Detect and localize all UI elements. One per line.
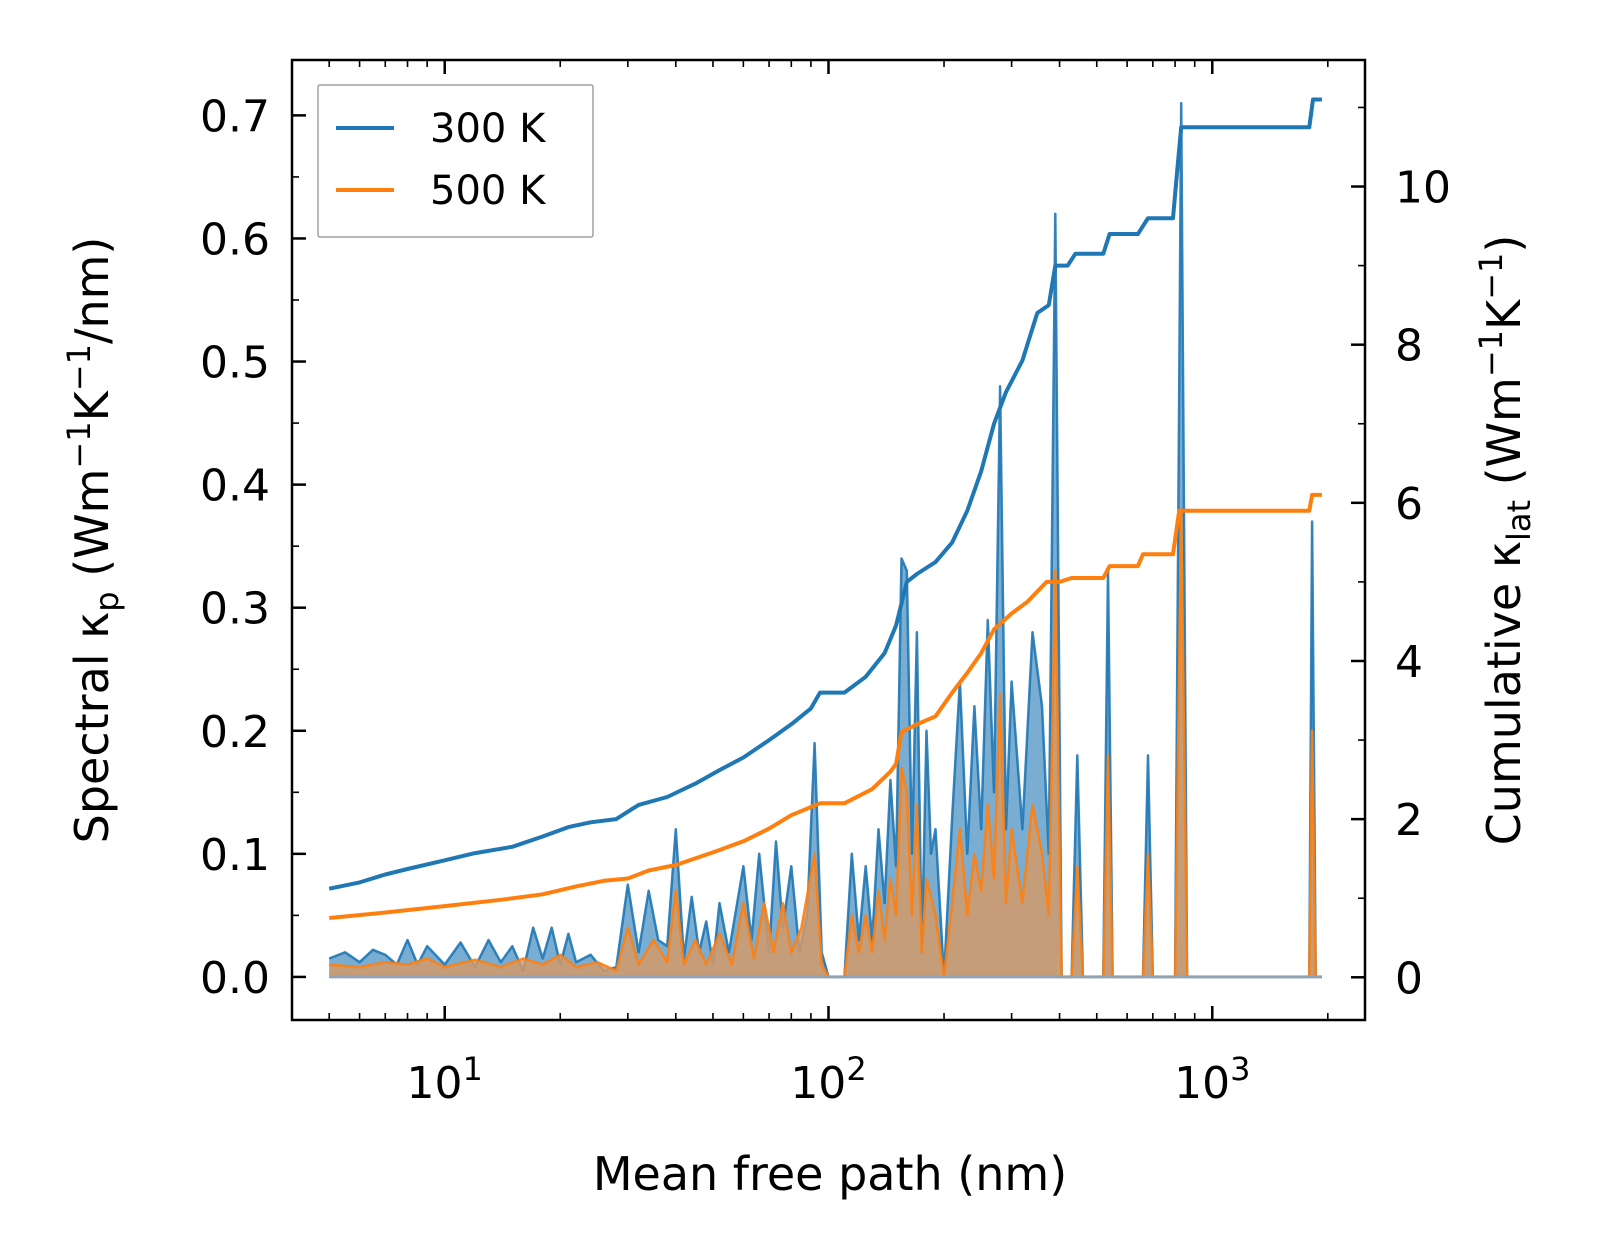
y-axis-title-unit-close: /nm): [65, 237, 119, 344]
x-tick-label-exp: 3: [1230, 1050, 1250, 1088]
plot-clipped-group: [328, 97, 1322, 979]
cumulative-line-300k: [328, 97, 1322, 891]
x-tick-label-exp: 1: [463, 1050, 483, 1088]
x-tick-label: 101: [407, 1050, 483, 1109]
x-axis-title: Mean free path (nm): [593, 1147, 1067, 1201]
y2-axis-title-unit-close: ): [1477, 235, 1531, 253]
y2-axis-title-exp2: −1: [1472, 253, 1510, 300]
y2-axis-title-unit-mid: K: [1477, 298, 1531, 330]
y-axis-title-sub: p: [88, 591, 126, 611]
cumulative-line-500k: [329, 492, 1322, 920]
y-tick-label: 0.5: [200, 338, 270, 389]
y2-tick-label: 10: [1395, 163, 1451, 214]
y-axis-title-exp1: −1: [60, 421, 98, 468]
x-tick-label: 102: [790, 1050, 866, 1109]
y-tick-label: 0.1: [200, 830, 270, 881]
x-tick-label-base: 10: [407, 1058, 463, 1109]
y-tick-label: 0.3: [200, 584, 270, 635]
x-tick-label: 103: [1174, 1050, 1250, 1109]
y2-axis-title: Cumulative κlat (Wm−1K−1): [1472, 235, 1538, 846]
y2-axis-title-base: Cumulative κ: [1477, 541, 1531, 845]
y-axis-title-unit-mid: K: [65, 389, 119, 421]
spectral-line-500k: [329, 507, 1322, 979]
legend-box: [317, 84, 594, 238]
legend: 300 K 500 K: [317, 84, 594, 238]
y-tick-label: 0.6: [200, 214, 270, 265]
y2-axis-title-exp1: −1: [1472, 330, 1510, 377]
y2-tick-label: 4: [1395, 637, 1423, 688]
y-tick-label: 0.2: [200, 707, 270, 758]
x-tick-label-exp: 2: [846, 1050, 866, 1088]
y-tick-label: 0.7: [200, 91, 270, 142]
y-axis-title-unit-open: (Wm: [65, 469, 119, 592]
legend-label-500k: 500 K: [430, 168, 547, 214]
y-tick-label: 0.0: [200, 953, 270, 1004]
x-tick-label-base: 10: [1174, 1058, 1230, 1109]
y2-axis-title-sub: lat: [1500, 500, 1538, 541]
y-axis-title-exp2: −1: [60, 344, 98, 391]
y2-tick-label: 8: [1395, 321, 1423, 372]
plot-area: [328, 97, 1322, 979]
legend-label-300k: 300 K: [430, 106, 547, 152]
y2-tick-label: 0: [1395, 953, 1423, 1004]
y-tick-label: 0.4: [200, 461, 270, 512]
y2-tick-label: 6: [1395, 479, 1423, 530]
y2-tick-label: 2: [1395, 795, 1423, 846]
x-tick-label-base: 10: [790, 1058, 846, 1109]
y2-axis-title-unit-open: (Wm: [1477, 377, 1531, 500]
y-axis-title-base: Spectral κ: [65, 612, 119, 844]
y-axis-title: Spectral κp (Wm−1K−1/nm): [60, 237, 126, 844]
